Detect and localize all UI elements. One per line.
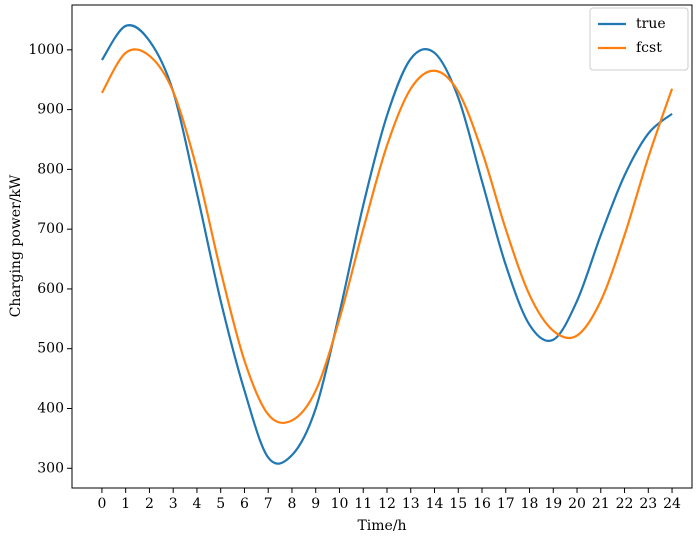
series-line bbox=[100, 48, 674, 425]
x-tick-label: 11 bbox=[354, 496, 372, 512]
x-tick-label: 12 bbox=[378, 496, 396, 512]
x-tick-label: 22 bbox=[616, 496, 634, 512]
x-tick-label: 7 bbox=[264, 496, 273, 512]
x-tick-label: 2 bbox=[145, 496, 154, 512]
x-tick-label: 6 bbox=[240, 496, 249, 512]
legend-label: true bbox=[636, 16, 666, 32]
x-tick-label: 15 bbox=[449, 496, 467, 512]
x-tick-label: 3 bbox=[169, 496, 178, 512]
x-tick-label: 17 bbox=[497, 496, 515, 512]
x-tick-label: 19 bbox=[544, 496, 562, 512]
x-tick-label: 0 bbox=[97, 496, 106, 512]
x-tick-label: 10 bbox=[331, 496, 349, 512]
plot-frame bbox=[71, 4, 693, 489]
x-tick-label: 9 bbox=[311, 496, 320, 512]
series-line bbox=[101, 24, 673, 465]
y-tick-label: 900 bbox=[37, 102, 64, 118]
x-tick-label: 8 bbox=[288, 496, 297, 512]
y-tick-label: 800 bbox=[37, 161, 64, 177]
y-tick-label: 400 bbox=[37, 400, 64, 416]
y-tick-label: 600 bbox=[37, 281, 64, 297]
y-tick-label: 300 bbox=[37, 460, 64, 476]
y-tick-label: 1000 bbox=[28, 42, 64, 58]
x-tick-label: 18 bbox=[521, 496, 539, 512]
x-tick-label: 1 bbox=[121, 496, 130, 512]
x-tick-label: 20 bbox=[568, 496, 586, 512]
x-tick-label: 4 bbox=[192, 496, 201, 512]
x-axis-label: Time/h bbox=[357, 518, 406, 534]
y-axis-label: Charging power/kW bbox=[8, 174, 24, 317]
x-tick-label: 23 bbox=[639, 496, 657, 512]
x-tick-label: 14 bbox=[426, 496, 444, 512]
x-tick-label: 13 bbox=[402, 496, 420, 512]
x-tick-label: 5 bbox=[216, 496, 225, 512]
legend-label: fcst bbox=[636, 40, 662, 56]
x-tick-label: 24 bbox=[663, 496, 681, 512]
y-tick-label: 700 bbox=[37, 221, 64, 237]
y-tick-label: 500 bbox=[37, 341, 64, 357]
x-tick-label: 16 bbox=[473, 496, 491, 512]
x-tick-label: 21 bbox=[592, 496, 610, 512]
